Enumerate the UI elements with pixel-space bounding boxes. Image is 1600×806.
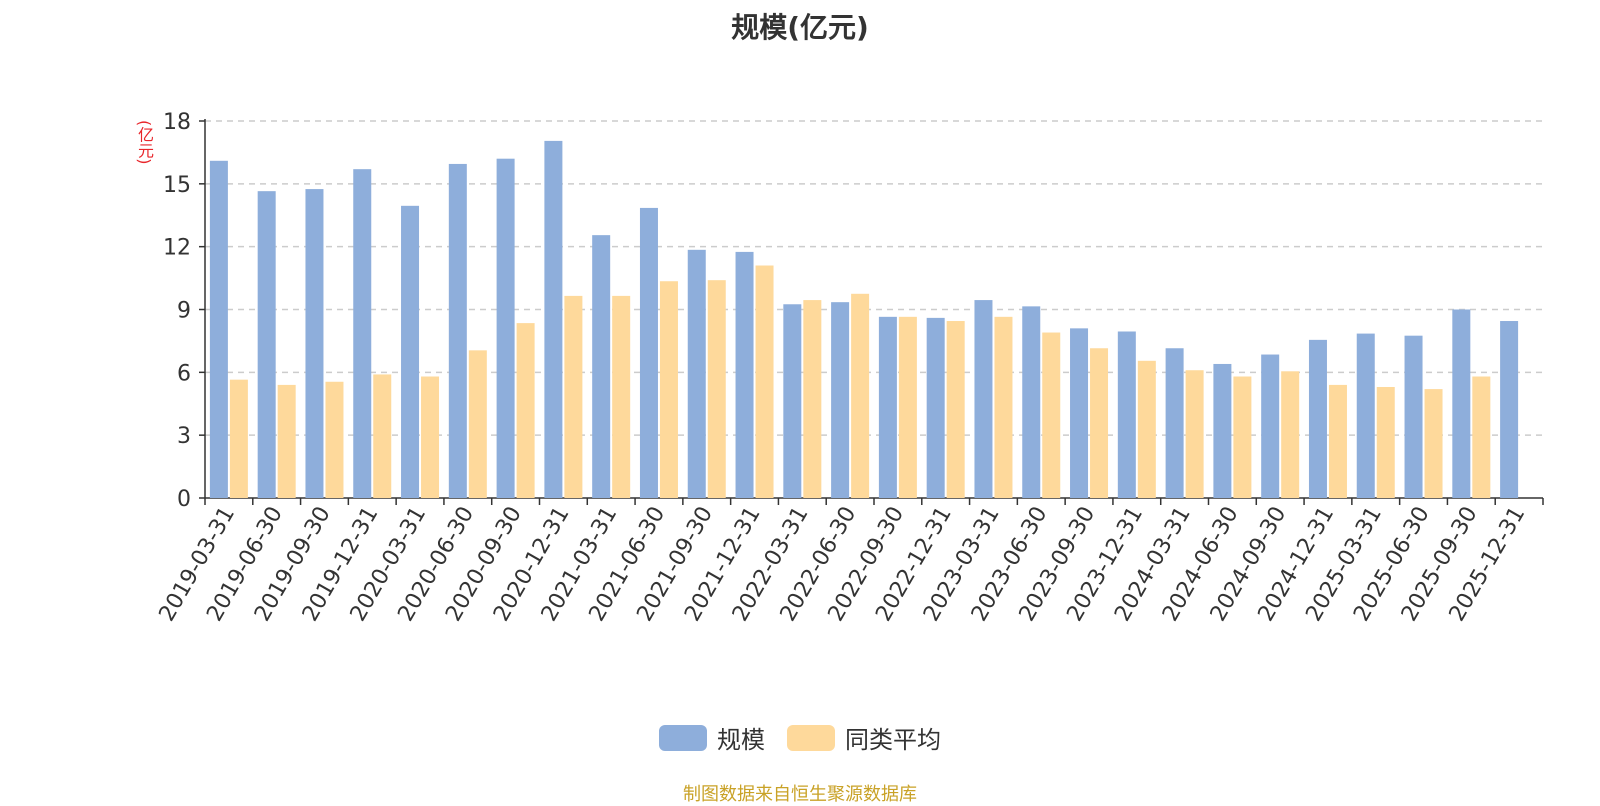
bar-scale (448, 163, 467, 499)
bar-average (373, 374, 392, 498)
y-axis-unit-label: (亿元) (135, 120, 154, 165)
legend-label-scale: 规模 (717, 726, 765, 754)
legend: 规模 同类平均 (0, 720, 1600, 755)
bar-chart: 03691215182019-03-312019-06-302019-09-30… (155, 110, 1544, 626)
bar-scale (1404, 335, 1423, 498)
bar-scale (353, 169, 372, 498)
y-tick-label: 0 (177, 487, 191, 512)
y-tick-label: 3 (177, 424, 191, 449)
bar-scale (1261, 354, 1280, 498)
legend-label-average: 同类平均 (845, 726, 941, 754)
bar-average (421, 376, 440, 498)
bar-average (1090, 348, 1109, 498)
bar-scale (1356, 333, 1375, 498)
bar-scale (1022, 306, 1041, 498)
bar-scale (783, 304, 802, 498)
y-tick-label: 15 (163, 173, 191, 198)
bar-average (898, 316, 917, 498)
bar-average (1137, 360, 1156, 498)
bar-average (612, 295, 631, 498)
chart-title: 规模(亿元) (731, 11, 869, 44)
bar-average (277, 384, 296, 498)
bar-average (325, 381, 344, 498)
bar-scale (1308, 339, 1327, 498)
bar-scale (496, 158, 515, 498)
y-tick-label: 6 (177, 361, 191, 386)
legend-item-scale[interactable]: 规模 (659, 720, 765, 755)
bar-scale (544, 140, 563, 498)
bar-scale (639, 207, 658, 499)
bar-average (468, 350, 487, 498)
bar-scale (209, 160, 228, 499)
y-tick-label: 18 (163, 110, 191, 135)
bar-average (1376, 386, 1395, 498)
bar-average (1233, 376, 1252, 498)
bar-scale (878, 316, 897, 498)
bar-scale (1500, 321, 1519, 498)
bar-average (755, 265, 774, 498)
bar-average (1472, 376, 1491, 498)
bar-scale (1117, 331, 1136, 498)
bar-average (803, 300, 822, 498)
bar-scale (974, 300, 993, 498)
bar-average (1185, 370, 1204, 498)
legend-swatch-average (787, 724, 835, 751)
bar-average (946, 321, 965, 498)
bar-average (1424, 389, 1443, 498)
bar-scale (257, 191, 276, 499)
bar-average (994, 316, 1013, 498)
bar-scale (831, 302, 850, 498)
bar-scale (735, 251, 754, 498)
bar-scale (1070, 328, 1089, 498)
bar-scale (1213, 363, 1232, 498)
bar-average (659, 281, 678, 498)
bar-average (707, 280, 726, 498)
data-source-note: 制图数据来自恒生聚源数据库 (683, 784, 917, 805)
bar-average (564, 295, 583, 498)
bar-scale (592, 235, 611, 498)
bar-average (1042, 332, 1061, 498)
bar-average (851, 293, 870, 498)
bar-scale (401, 205, 420, 498)
bar-scale (305, 189, 324, 498)
legend-item-average[interactable]: 同类平均 (787, 720, 941, 755)
bar-scale (1452, 309, 1471, 498)
bar-scale (926, 317, 945, 498)
bar-average (516, 323, 535, 498)
bar-average (1328, 384, 1347, 498)
legend-swatch-scale (659, 724, 707, 751)
bar-average (1281, 371, 1300, 498)
y-tick-label: 9 (177, 299, 191, 324)
bar-average (229, 379, 248, 498)
y-tick-label: 12 (163, 236, 191, 261)
bar-scale (1165, 348, 1184, 498)
bar-scale (687, 249, 706, 498)
